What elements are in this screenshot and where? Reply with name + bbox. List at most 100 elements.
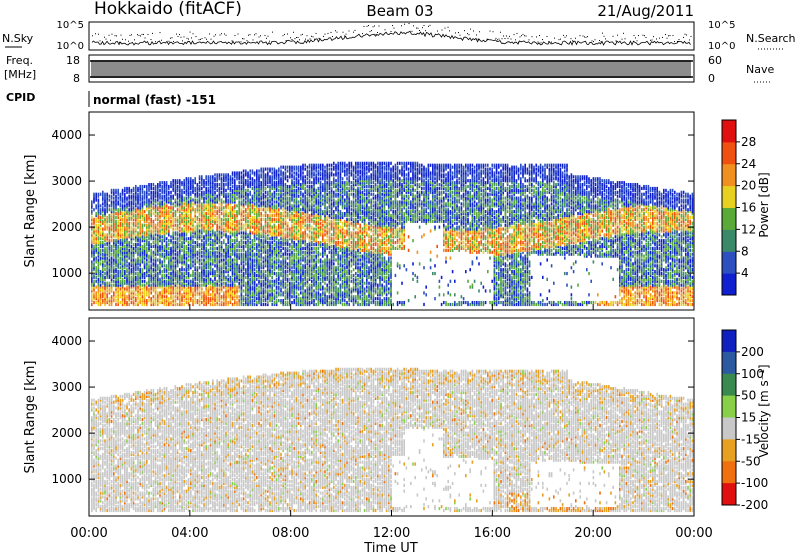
heatmap-cell [185,297,188,301]
heatmap-cell [214,287,216,291]
heatmap-cell [130,215,133,220]
heatmap-cell [225,233,227,237]
heatmap-cell [190,264,192,268]
heatmap-cell [137,262,139,266]
heatmap-cell [130,196,133,200]
heatmap-cell [185,215,188,220]
heatmap-cell [132,279,135,283]
heatmap-cell [190,242,192,247]
heatmap-cell [93,268,95,272]
heatmap-cell [115,277,117,281]
heatmap-cell [201,271,203,276]
heatmap-cell [168,217,170,222]
heatmap-cell [117,281,119,285]
nsky-point [575,37,576,39]
heatmap-cell [225,295,227,299]
heatmap-cell [220,227,223,231]
heatmap-cell [247,181,249,185]
heatmap-cell [154,186,157,191]
heatmap-cell [253,302,256,307]
heatmap-cell [128,252,130,256]
heatmap-cell [236,239,238,243]
nsky-point [677,40,678,42]
heatmap-cell [194,268,196,272]
heatmap-cell [97,200,100,204]
heatmap-cell [231,293,234,297]
heatmap-cell [152,258,155,262]
heatmap-cell [275,192,278,196]
heatmap-cell [130,289,133,293]
heatmap-cell [152,264,155,268]
heatmap-cell [187,204,190,208]
nsky-point [651,39,653,41]
heatmap-cell [176,192,179,196]
heatmap-cell [121,287,124,291]
heatmap-cell [124,241,126,245]
heatmap-cell [165,250,168,254]
heatmap-cell [179,271,181,276]
heatmap-cell [104,213,106,218]
heatmap-cell [141,227,144,231]
heatmap-cell [229,252,232,256]
heatmap-cell [143,200,146,204]
heatmap-cell [216,223,218,227]
heatmap-cell [187,287,190,291]
heatmap-cell [157,300,159,305]
heatmap-cell [150,264,152,268]
heatmap-cell [137,231,139,235]
heatmap-cell [146,252,148,256]
heatmap-cell [161,289,163,293]
heatmap-cell [159,248,161,252]
heatmap-cell [240,217,243,222]
heatmap-cell [253,268,256,272]
heatmap-cell [163,235,166,239]
heatmap-cell [196,291,199,295]
heatmap-cell [110,211,113,216]
heatmap-cell [234,283,236,287]
heatmap-cell [227,204,229,208]
heatmap-cell [163,264,166,268]
heatmap-cell [240,254,243,258]
heatmap-cell [194,281,196,285]
nsky-point [237,33,239,35]
heatmap-cell [148,221,150,225]
heatmap-cell [236,285,238,289]
heatmap-cell [121,200,124,204]
heatmap-cell [231,200,234,204]
heatmap-cell [91,275,93,280]
heatmap-cell [262,208,265,212]
heatmap-cell [99,231,102,235]
heatmap-cell [102,285,104,289]
heatmap-cell [104,196,106,200]
heatmap-cell [194,260,196,264]
heatmap-cell [231,283,234,287]
heatmap-cell [159,192,161,196]
heatmap-cell [214,297,216,301]
heatmap-cell [174,233,177,237]
heatmap-cell [168,252,170,256]
heatmap-cell [148,204,150,208]
heatmap-cell [176,215,179,220]
heatmap-cell [214,273,216,278]
heatmap-cell [124,225,126,229]
heatmap-cell [207,291,210,295]
heatmap-cell [196,293,199,297]
heatmap-cell [135,285,137,289]
heatmap-cell [190,200,192,204]
heatmap-cell [179,200,181,204]
heatmap-cell [150,229,152,233]
heatmap-cell [93,264,95,268]
heatmap-cell [273,223,276,227]
heatmap-cell [154,246,157,251]
heatmap-cell [236,262,238,266]
heatmap-cell [249,262,251,266]
heatmap-cell [148,223,150,227]
heatmap-cell [229,246,232,251]
heatmap-cell [218,239,221,243]
heatmap-cell [223,211,225,216]
heatmap-cell [183,254,185,258]
heatmap-cell [242,181,245,185]
heatmap-cell [275,258,278,262]
heatmap-cell [227,270,229,274]
nsky-point [495,37,497,39]
